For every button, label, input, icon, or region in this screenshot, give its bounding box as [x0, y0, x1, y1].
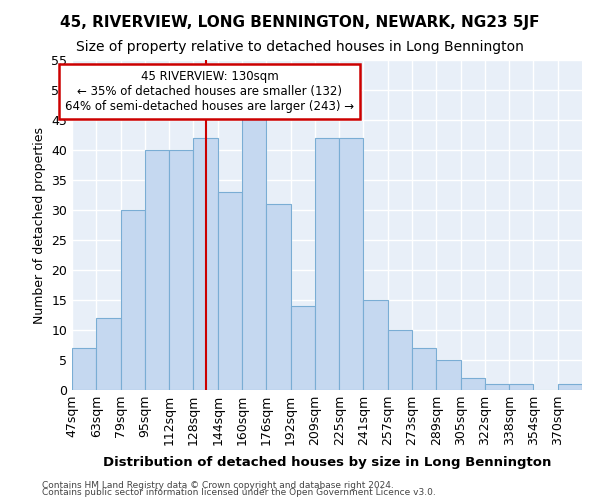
Bar — [485, 384, 509, 390]
Bar — [242, 114, 266, 390]
Y-axis label: Number of detached properties: Number of detached properties — [32, 126, 46, 324]
Bar — [72, 348, 96, 390]
Bar — [290, 306, 315, 390]
Bar — [339, 138, 364, 390]
Text: 45 RIVERVIEW: 130sqm
← 35% of detached houses are smaller (132)
64% of semi-deta: 45 RIVERVIEW: 130sqm ← 35% of detached h… — [65, 70, 354, 113]
Bar — [96, 318, 121, 390]
Bar — [412, 348, 436, 390]
Bar — [388, 330, 412, 390]
Bar — [169, 150, 193, 390]
Text: Contains public sector information licensed under the Open Government Licence v3: Contains public sector information licen… — [42, 488, 436, 497]
Bar — [509, 384, 533, 390]
Bar — [218, 192, 242, 390]
X-axis label: Distribution of detached houses by size in Long Bennington: Distribution of detached houses by size … — [103, 456, 551, 469]
Bar — [145, 150, 169, 390]
Bar — [121, 210, 145, 390]
Bar — [266, 204, 290, 390]
Bar — [436, 360, 461, 390]
Bar — [461, 378, 485, 390]
Bar — [193, 138, 218, 390]
Text: Contains HM Land Registry data © Crown copyright and database right 2024.: Contains HM Land Registry data © Crown c… — [42, 480, 394, 490]
Text: 45, RIVERVIEW, LONG BENNINGTON, NEWARK, NG23 5JF: 45, RIVERVIEW, LONG BENNINGTON, NEWARK, … — [60, 15, 540, 30]
Bar — [558, 384, 582, 390]
Bar — [364, 300, 388, 390]
Bar — [315, 138, 339, 390]
Text: Size of property relative to detached houses in Long Bennington: Size of property relative to detached ho… — [76, 40, 524, 54]
